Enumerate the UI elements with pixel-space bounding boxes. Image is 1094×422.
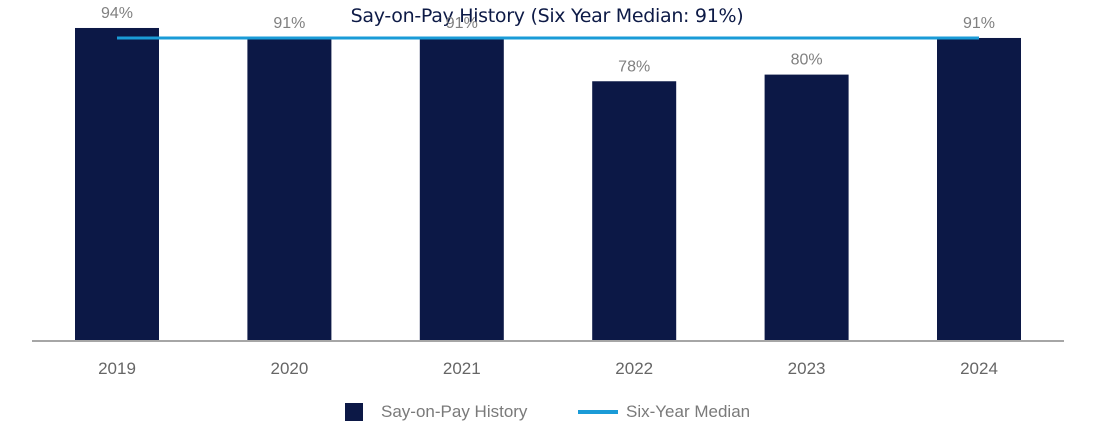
legend: Say-on-Pay History Six-Year Median xyxy=(345,402,750,421)
chart-title: Say-on-Pay History (Six Year Median: 91%… xyxy=(350,5,744,27)
x-tick-2022: 2022 xyxy=(615,359,653,378)
bars-layer xyxy=(75,27,1021,341)
x-tick-2021: 2021 xyxy=(443,359,481,378)
legend-bar-swatch xyxy=(345,403,363,421)
data-label-2020: 91% xyxy=(273,15,305,32)
data-label-2024: 91% xyxy=(963,15,995,32)
x-tick-labels: 2019 2020 2021 2022 2023 2024 xyxy=(98,359,998,378)
data-label-2019: 94% xyxy=(101,5,133,22)
data-label-2022: 78% xyxy=(618,58,650,75)
legend-line-label: Six-Year Median xyxy=(626,402,750,421)
data-labels-layer: 94% 91% 91% 78% 80% 91% xyxy=(101,5,995,75)
x-tick-2019: 2019 xyxy=(98,359,136,378)
data-label-2021: 91% xyxy=(446,15,478,32)
bar-2023 xyxy=(764,74,849,341)
bar-2022 xyxy=(592,81,677,341)
x-tick-2023: 2023 xyxy=(788,359,826,378)
bar-2024 xyxy=(937,37,1021,341)
bar-2019 xyxy=(75,27,159,341)
bar-2020 xyxy=(247,37,332,341)
legend-bar-label: Say-on-Pay History xyxy=(381,402,528,421)
bar-2021 xyxy=(419,37,504,341)
x-tick-2020: 2020 xyxy=(270,359,308,378)
data-label-2023: 80% xyxy=(791,52,823,69)
x-tick-2024: 2024 xyxy=(960,359,998,378)
